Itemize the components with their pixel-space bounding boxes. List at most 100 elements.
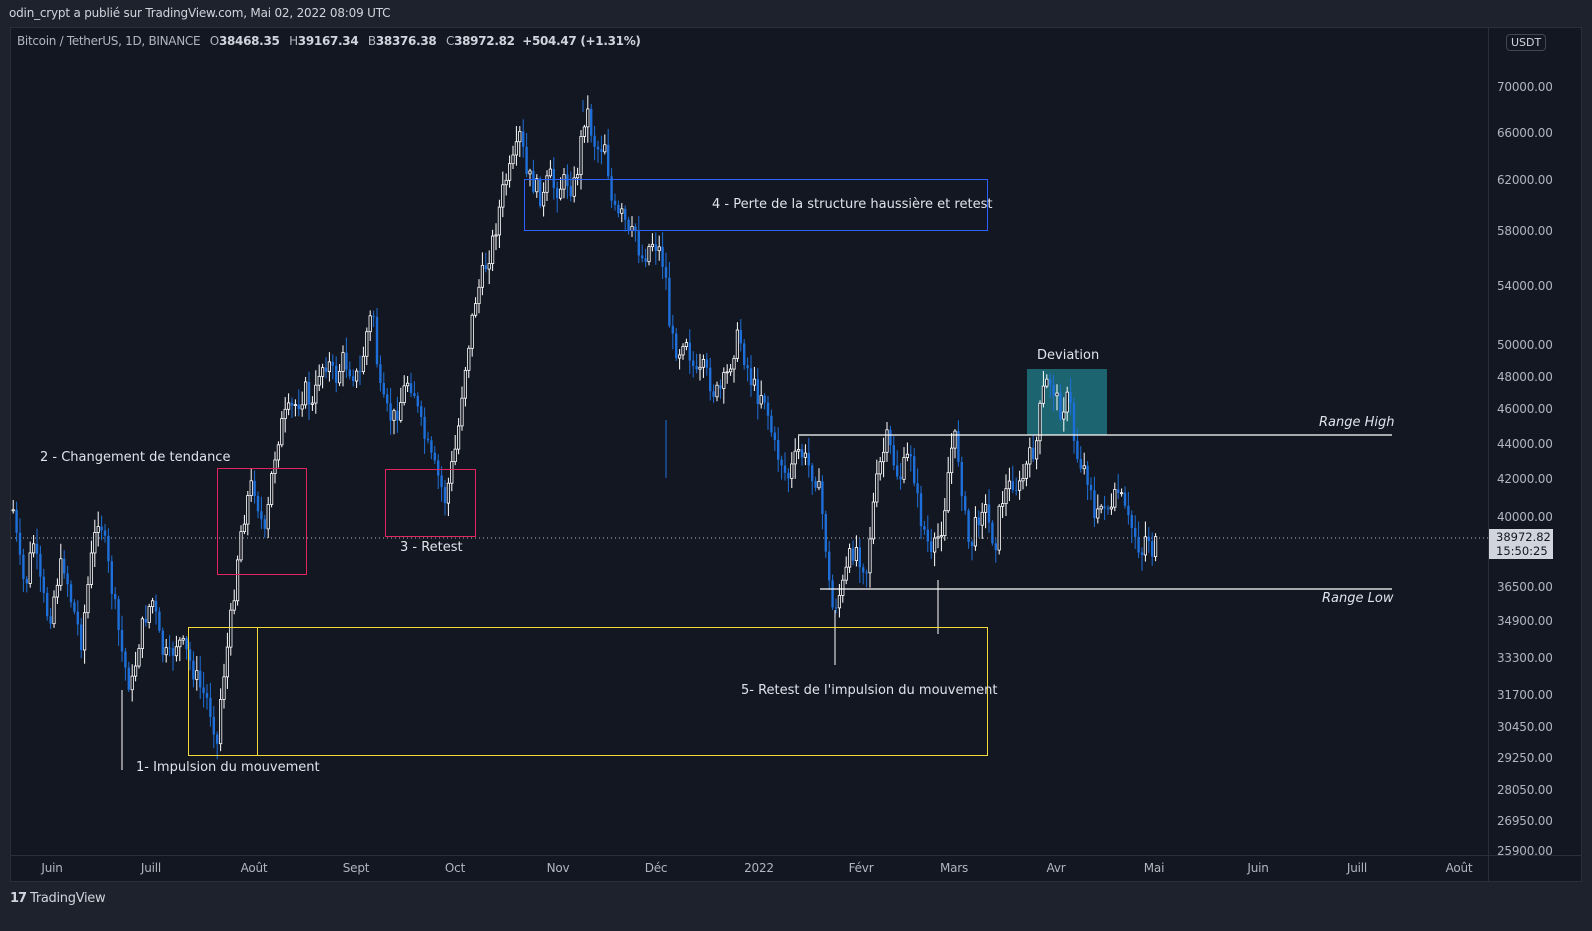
- candle-down: [668, 277, 671, 326]
- candle-down: [413, 393, 416, 396]
- annotation-impulse-retest[interactable]: 5- Retest de l'impulsion du mouvement: [741, 683, 998, 698]
- candle-down: [919, 493, 923, 527]
- candle-down: [1032, 447, 1035, 459]
- candle-down: [1151, 541, 1154, 557]
- candle-down: [120, 629, 124, 652]
- candle-up: [725, 371, 729, 374]
- annotation-impulse[interactable]: 1- Impulsion du mouvement: [136, 760, 320, 775]
- candle-down: [930, 541, 933, 553]
- price-tick-label: 33300.00: [1497, 651, 1553, 665]
- footer-branding[interactable]: 17 TradingView: [10, 891, 106, 906]
- candle-down: [188, 649, 192, 661]
- candle-up: [817, 480, 821, 489]
- candle-up: [803, 452, 808, 458]
- candle-down: [1127, 505, 1130, 516]
- candle-up: [875, 473, 879, 503]
- time-tick-label: Juin: [1247, 861, 1269, 875]
- annotation-range-high[interactable]: Range High: [1319, 415, 1395, 430]
- candle-down: [1011, 481, 1014, 490]
- bar-countdown: 15:50:25: [1496, 544, 1548, 558]
- candle-up: [1038, 402, 1042, 442]
- candle-down: [1052, 384, 1055, 396]
- candle-down: [624, 208, 627, 220]
- annotation-range-low[interactable]: Range Low: [1322, 591, 1394, 606]
- candle-down: [552, 169, 555, 188]
- low-value: 38376.38: [375, 34, 437, 48]
- candle-down: [967, 510, 970, 542]
- candle-up: [980, 511, 984, 526]
- candle-down: [828, 551, 831, 581]
- candle-down: [834, 607, 838, 609]
- candle-down: [712, 391, 715, 397]
- candle-down: [423, 416, 426, 439]
- candle-down: [671, 325, 674, 334]
- low-label: B: [367, 34, 376, 48]
- candle-up: [337, 371, 342, 384]
- candle-up: [392, 410, 396, 421]
- symbol-name[interactable]: Bitcoin / TetherUS, 1D, BINANCE: [17, 34, 201, 48]
- candle-up: [1143, 536, 1147, 556]
- candle-up: [1154, 536, 1158, 558]
- candle-up: [1018, 480, 1022, 491]
- candle-up: [280, 418, 284, 446]
- candle-up: [494, 234, 498, 237]
- candle-down: [100, 526, 103, 531]
- time-tick-label: Avr: [1046, 861, 1066, 875]
- candle-down: [154, 600, 158, 612]
- annotation-deviation[interactable]: Deviation: [1037, 348, 1100, 363]
- candle-up: [501, 184, 505, 208]
- candle-up: [235, 559, 240, 602]
- candle-up: [548, 168, 553, 177]
- candle-down: [923, 526, 926, 530]
- price-tick-label: 25900.00: [1497, 844, 1553, 858]
- candle-down: [76, 611, 79, 625]
- time-tick-label: Nov: [546, 861, 570, 875]
- candle-up: [582, 126, 587, 137]
- candle-up: [572, 177, 576, 197]
- candle-up: [303, 381, 308, 406]
- candle-down: [382, 383, 385, 395]
- candle-down: [1089, 484, 1093, 491]
- candle-up: [273, 459, 277, 475]
- candle-up: [657, 246, 661, 252]
- candle-up: [402, 385, 406, 403]
- candle-down: [763, 395, 766, 403]
- candle-down: [46, 592, 49, 617]
- candle-down: [1093, 490, 1096, 519]
- candle-up: [164, 647, 168, 656]
- price-axis-divider: [1488, 27, 1489, 882]
- candle-down: [18, 532, 22, 555]
- candle-up: [286, 402, 291, 410]
- candle-up: [790, 463, 794, 479]
- candle-up: [759, 395, 763, 405]
- candle-down: [899, 476, 902, 480]
- annotation-retest[interactable]: 3 - Retest: [400, 540, 463, 555]
- candle-up: [341, 352, 345, 372]
- candle-down: [913, 456, 916, 484]
- candle-up: [317, 375, 321, 386]
- candle-down: [1140, 552, 1144, 555]
- high-label: H: [289, 34, 298, 48]
- candle-up: [181, 637, 185, 641]
- candle-up: [793, 450, 797, 465]
- annotation-trend-change[interactable]: 2 - Changement de tendance: [40, 450, 231, 465]
- candle-up: [701, 358, 706, 368]
- candle-up: [997, 505, 1001, 551]
- currency-badge[interactable]: USDT: [1506, 34, 1547, 51]
- candle-down: [80, 624, 83, 651]
- candle-up: [973, 517, 978, 547]
- candle-down: [1086, 465, 1089, 485]
- candle-up: [933, 537, 937, 553]
- candle-up: [1062, 411, 1066, 420]
- candle-down: [437, 460, 440, 476]
- candle-up: [1096, 508, 1100, 519]
- candle-down: [654, 244, 657, 251]
- candle-down: [1130, 515, 1133, 528]
- candle-down: [348, 369, 351, 377]
- candle-up: [953, 430, 957, 449]
- candle-down: [824, 514, 827, 552]
- candle-down: [1103, 506, 1106, 509]
- annotation-structure-loss[interactable]: 4 - Perte de la structure haussière et r…: [712, 197, 993, 212]
- candle-down: [168, 647, 171, 649]
